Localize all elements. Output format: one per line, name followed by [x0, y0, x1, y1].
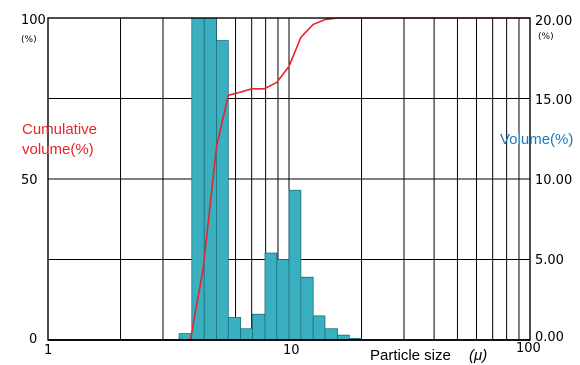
- x-tick-label: 100: [516, 341, 541, 356]
- right-axis-title: Volume(%): [500, 131, 573, 148]
- left-axis-unit: (%): [21, 35, 37, 45]
- x-axis-unit: (μ): [469, 347, 487, 364]
- x-axis-title: Particle size: [370, 347, 451, 364]
- x-tick-label: 1: [44, 343, 52, 358]
- volume-bar: [288, 189, 302, 341]
- x-tick-label: 10: [283, 343, 300, 358]
- volume-bar: [300, 276, 314, 341]
- left-axis-title-line2: volume(%): [22, 141, 94, 158]
- left-axis: 100 (%) 50 0 Cumulative volume(%): [21, 13, 97, 347]
- volume-bar: [216, 40, 229, 341]
- right-axis: 20.00 (%) 15.00 10.00 5.00 0.00 Volume(%…: [500, 14, 573, 345]
- volume-bar: [252, 313, 266, 341]
- volume-bar: [276, 259, 290, 341]
- volume-bar: [324, 328, 338, 341]
- right-tick-label: 5.00: [535, 253, 564, 268]
- right-tick-label: 20.00: [535, 14, 572, 29]
- x-axis: 1 10 100 Particle size (μ): [44, 341, 541, 364]
- volume-bar: [240, 328, 253, 341]
- right-axis-unit: (%): [538, 32, 554, 42]
- left-tick-label: 50: [21, 173, 38, 188]
- cumulative-line-group: [48, 17, 530, 341]
- volume-bar: [191, 17, 205, 341]
- volume-bar: [227, 317, 242, 341]
- cumulative-line: [48, 17, 530, 341]
- right-tick-label: 10.00: [535, 173, 572, 188]
- volume-bar: [264, 252, 278, 341]
- grid: [48, 18, 530, 340]
- volume-bar: [312, 315, 326, 341]
- volume-bar: [203, 17, 217, 341]
- left-axis-title-line1: Cumulative: [22, 121, 97, 138]
- right-tick-label: 15.00: [535, 93, 572, 108]
- right-tick-label: 0.00: [535, 330, 564, 345]
- left-tick-label: 100: [21, 13, 46, 28]
- volume-bars: [178, 17, 362, 341]
- plot-frame: [47, 17, 531, 341]
- left-tick-label: 0: [29, 332, 37, 347]
